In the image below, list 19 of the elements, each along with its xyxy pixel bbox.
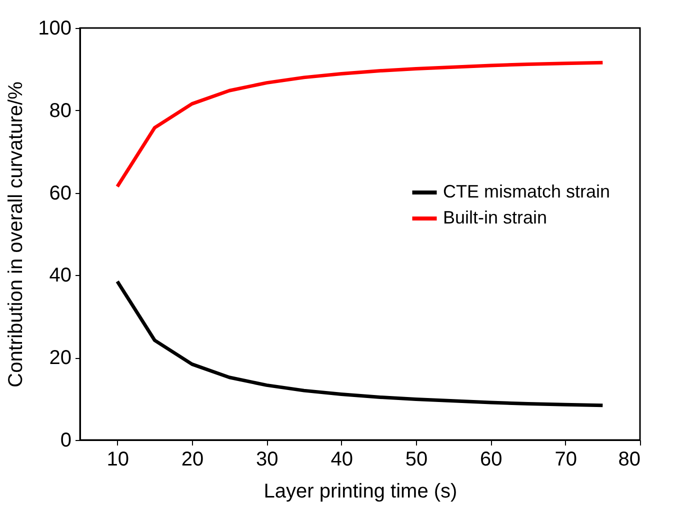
x-tick-label: 70 (554, 448, 577, 470)
x-axis-title: Layer printing time (s) (264, 480, 458, 502)
y-tick-label: 40 (49, 264, 72, 287)
x-tick-label: 20 (181, 448, 204, 470)
y-tick-label: 60 (49, 182, 72, 204)
legend-label: Built-in strain (443, 208, 548, 228)
x-tick-label: 40 (330, 448, 353, 470)
x-tick-label: 30 (256, 448, 278, 470)
y-tick-label: 0 (60, 430, 72, 452)
x-tick-label: 50 (405, 448, 428, 470)
line-series (116, 280, 604, 408)
x-tick-label: 10 (106, 448, 129, 470)
legend-label: CTE mismatch strain (443, 182, 610, 202)
y-tick-label: 20 (49, 347, 72, 370)
y-axis-title: Contribution in overall curvature/% (5, 81, 28, 388)
y-tick-label: 80 (49, 100, 72, 122)
x-tick-label: 60 (480, 448, 502, 470)
y-tick-label: 100 (38, 18, 72, 40)
x-tick-label: 80 (618, 448, 640, 470)
